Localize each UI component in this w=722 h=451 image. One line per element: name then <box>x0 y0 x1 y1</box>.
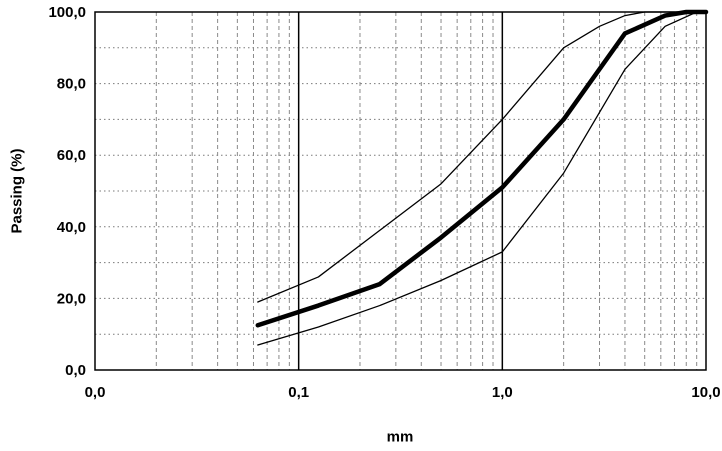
y-tick-label: 0,0 <box>65 362 86 379</box>
x-tick-label: 0,1 <box>288 384 309 401</box>
series-lower-envelope <box>257 11 707 346</box>
y-tick-label: 40,0 <box>57 219 86 236</box>
x-tick-label: 10,0 <box>691 384 720 401</box>
y-axis-title: Passing (%) <box>8 148 26 234</box>
y-tick-label: 60,0 <box>57 147 86 164</box>
y-tick-label: 100,0 <box>48 4 86 21</box>
x-tick-label: 0,0 <box>85 384 106 401</box>
x-tick-label: 1,0 <box>492 384 513 401</box>
x-axis-title: mm <box>386 428 414 446</box>
series-grading-curve <box>255 9 709 328</box>
plot-border <box>94 11 707 371</box>
y-tick-label: 80,0 <box>57 76 86 93</box>
y-tick-label: 20,0 <box>57 290 86 307</box>
series-upper-envelope <box>257 11 707 303</box>
